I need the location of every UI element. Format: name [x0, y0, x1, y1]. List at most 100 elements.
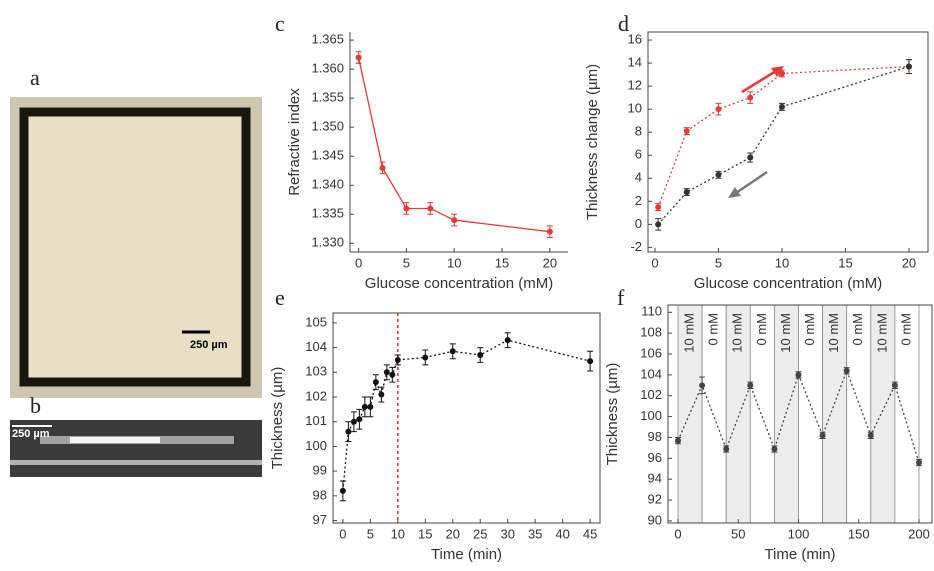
data-point	[723, 445, 730, 452]
data-point	[355, 54, 362, 61]
y-tick-label: 104	[305, 339, 327, 354]
data-point	[587, 358, 594, 365]
y-tick-label: 1.350	[311, 119, 344, 134]
y-tick-label: 16	[628, 32, 642, 47]
band-label: 10 mM	[826, 313, 841, 353]
data-point	[867, 432, 874, 439]
band-label: 10 mM	[681, 313, 696, 353]
data-point	[715, 106, 722, 113]
scale-label: 250 µm	[190, 339, 228, 351]
x-tick-label: 20	[543, 255, 557, 270]
plot-frame	[332, 312, 601, 524]
data-point	[778, 103, 785, 110]
data-point	[350, 418, 357, 425]
data-point	[427, 205, 434, 212]
data-point	[683, 189, 690, 196]
data-point	[403, 205, 410, 212]
data-point	[843, 367, 850, 374]
x-tick-label: 0	[355, 255, 362, 270]
x-tick-label: 25	[473, 526, 487, 541]
x-axis-label: Time (min)	[431, 546, 502, 563]
y-tick-label: 98	[313, 487, 327, 502]
y-tick-label: 101	[305, 413, 327, 428]
series-line	[357, 57, 550, 233]
band-label: 0 mM	[706, 313, 721, 346]
data-point	[747, 382, 754, 389]
x-tick-label: 200	[908, 526, 930, 541]
y-tick-label: 97	[313, 512, 327, 527]
y-tick-label: 96	[648, 450, 662, 465]
band	[798, 304, 823, 524]
data-point	[771, 445, 778, 452]
band-label: 0 mM	[850, 313, 865, 346]
streak	[10, 460, 262, 465]
data-point	[655, 204, 662, 211]
y-tick-label: 105	[305, 314, 327, 329]
x-tick-label: 150	[848, 526, 870, 541]
panel-label: a	[30, 65, 40, 90]
y-tick-label: 2	[635, 193, 642, 208]
micrograph	[10, 97, 262, 398]
data-point	[778, 70, 785, 77]
band-label: 0 mM	[898, 313, 913, 346]
y-tick-label: 100	[305, 438, 327, 453]
data-point	[819, 432, 826, 439]
x-axis-label: Time (min)	[764, 546, 835, 563]
plot-frame	[667, 304, 933, 524]
streak	[70, 437, 160, 443]
y-tick-label: -2	[630, 239, 642, 254]
y-tick-label: 94	[648, 471, 662, 486]
x-tick-label: 10	[391, 526, 405, 541]
frame-shape	[19, 107, 251, 387]
x-tick-label: 50	[731, 526, 745, 541]
panel-label: d	[618, 11, 629, 36]
x-tick-label: 10	[447, 255, 461, 270]
x-tick-label: 15	[418, 526, 432, 541]
series-line	[342, 339, 591, 491]
y-tick-label: 6	[635, 147, 642, 162]
data-point	[356, 416, 363, 423]
x-tick-label: 15	[495, 255, 509, 270]
x-tick-label: 100	[788, 526, 810, 541]
y-tick-label: 104	[640, 366, 662, 381]
arrows	[728, 66, 784, 198]
band-label: 10 mM	[778, 313, 793, 353]
data-point	[422, 354, 429, 361]
y-tick-label: 99	[313, 463, 327, 478]
panel-label: c	[275, 11, 285, 36]
data-point	[449, 348, 456, 355]
panel-label: b	[30, 393, 41, 418]
arrow-head	[771, 66, 784, 77]
y-tick-label: 102	[305, 388, 327, 403]
x-tick-label: 45	[583, 526, 597, 541]
data-point	[394, 356, 401, 363]
band-label: 0 mM	[802, 313, 817, 346]
x-tick-label: 5	[715, 255, 722, 270]
y-tick-label: 100	[640, 408, 662, 423]
y-tick-label: 108	[640, 325, 662, 340]
y-tick-label: 12	[628, 78, 642, 93]
x-tick-label: 10	[775, 255, 789, 270]
data-point	[339, 487, 346, 494]
x-tick-label: 20	[446, 526, 460, 541]
y-tick-label: 4	[635, 170, 642, 185]
y-tick-label: 90	[648, 512, 662, 527]
y-axis-label: Thickness (µm)	[604, 363, 621, 466]
band	[677, 304, 703, 524]
band	[773, 304, 799, 524]
data-point	[504, 337, 511, 344]
data-point	[378, 391, 385, 398]
scale-label: 250 µm	[12, 428, 50, 440]
x-tick-label: 40	[555, 526, 569, 541]
data-point	[383, 369, 390, 376]
x-tick-label: 0	[651, 255, 658, 270]
y-tick-label: 98	[648, 429, 662, 444]
data-point	[905, 63, 912, 70]
data-point	[372, 379, 379, 386]
data-point	[891, 382, 898, 389]
y-tick-label: 1.360	[311, 61, 344, 76]
arrow	[741, 69, 777, 94]
x-tick-label: 35	[528, 526, 542, 541]
y-tick-label: 1.330	[311, 235, 344, 250]
